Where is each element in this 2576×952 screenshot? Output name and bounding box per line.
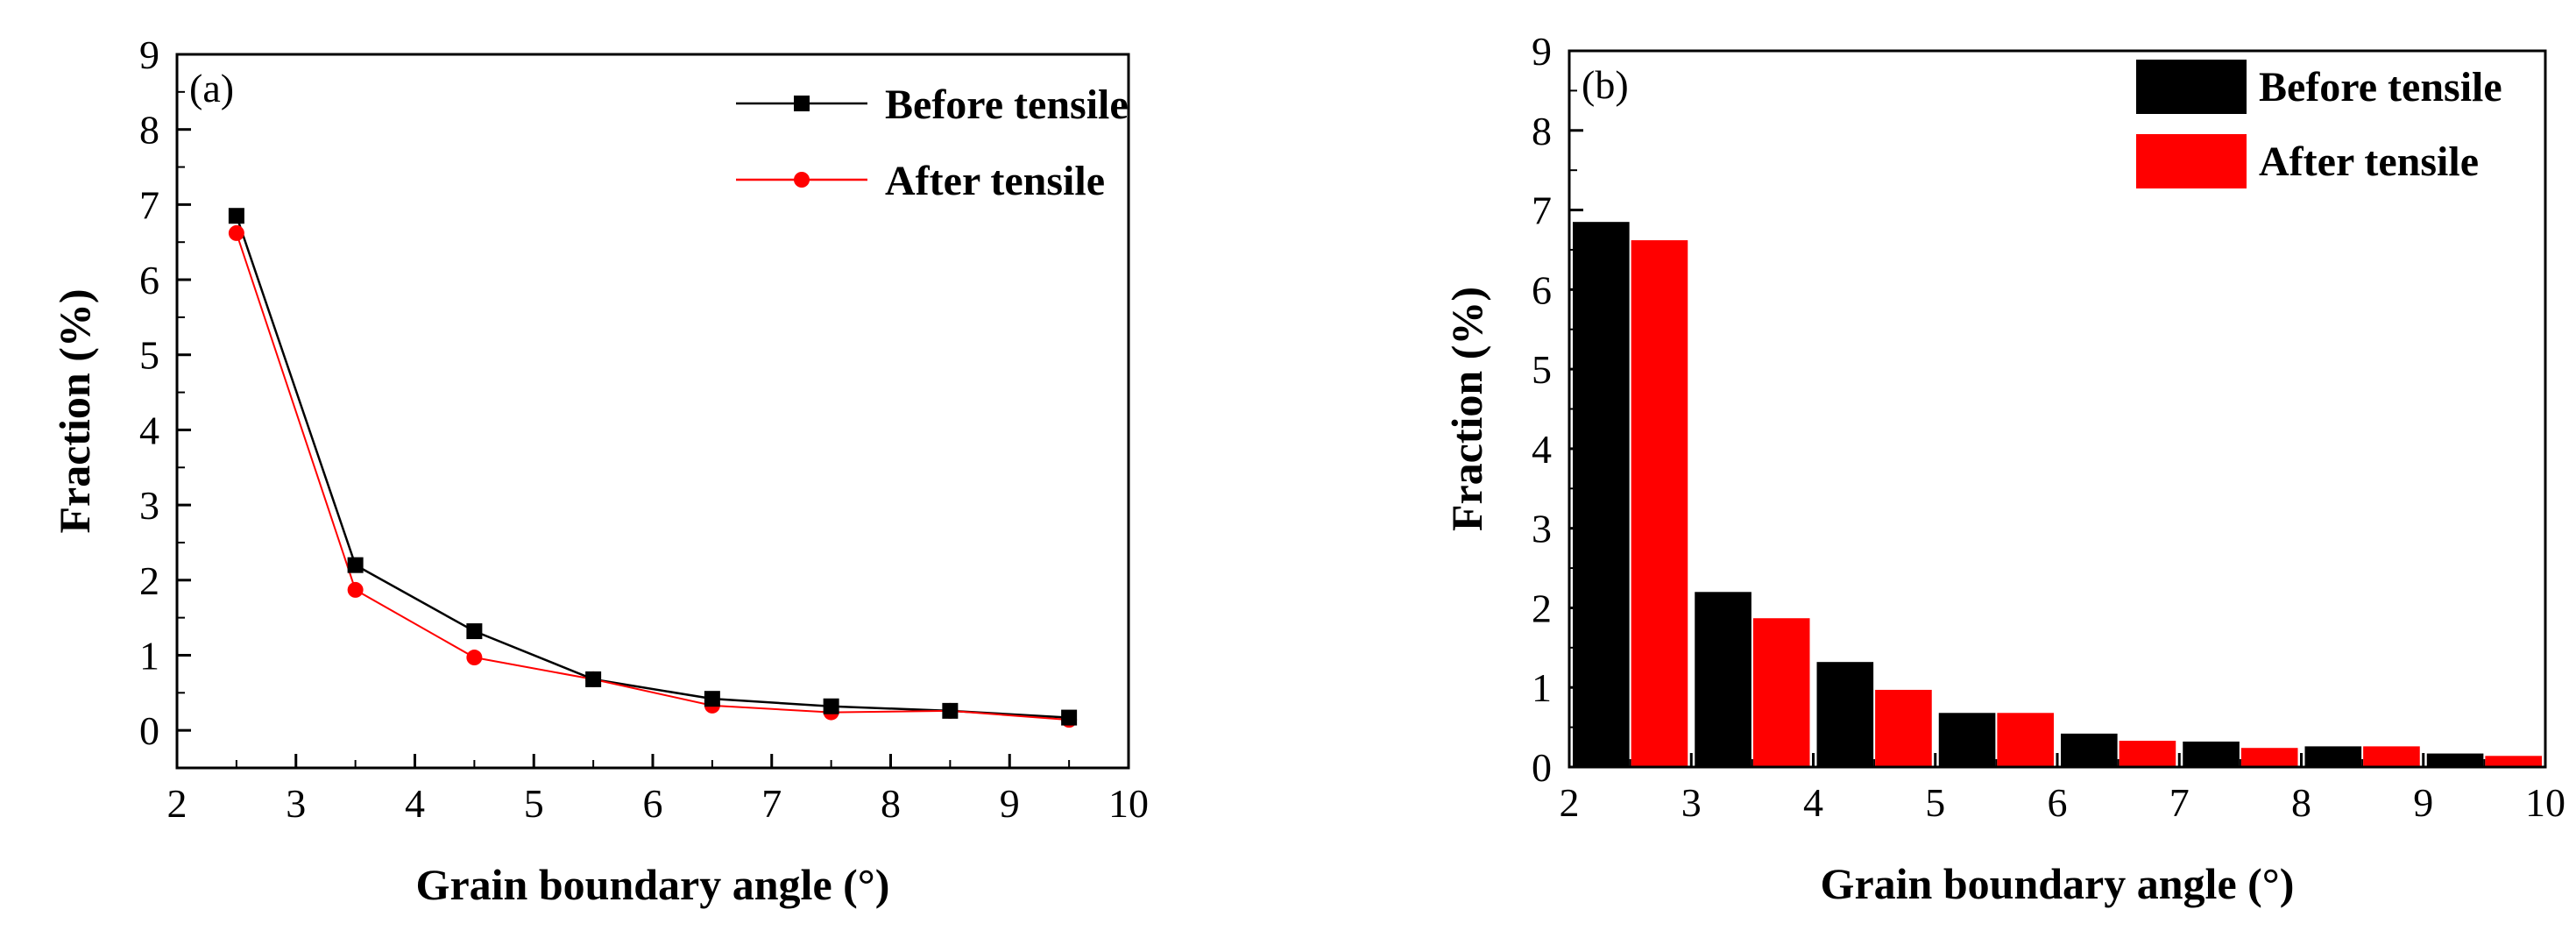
a-point-before [823,698,839,714]
chart-b-bars [1573,222,2542,767]
a-series-line-before [235,215,1070,719]
b-y-tick-label: 7 [1532,188,1552,233]
a-point-after [228,224,244,241]
a-x-tick-label: 8 [881,781,901,826]
b-bar-before [2183,741,2240,767]
a-point-before [228,208,244,224]
b-bar-after [2119,741,2176,767]
a-x-tick-label: 9 [1000,781,1020,826]
b-x-tick-label: 3 [1681,780,1702,825]
a-y-tick-label: 7 [139,182,159,227]
b-y-tick-label: 9 [1532,29,1552,74]
chart-b-panel-label: (b) [1582,62,1629,107]
chart-a-x-axis-label: Grain boundary angle (°) [416,860,890,909]
b-y-tick-label: 0 [1532,745,1552,790]
b-bar-before [1816,662,1874,767]
a-x-tick-label: 6 [643,781,663,826]
a-point-before [347,557,364,573]
b-bar-before [1573,222,1630,767]
a-legend-label: Before tensile [885,82,1129,128]
a-y-tick-label: 2 [139,558,159,603]
a-y-tick-label: 5 [139,333,159,378]
chart-a-markers [228,208,1078,728]
a-point-after [466,650,483,666]
chart-b-x-axis-label: Grain boundary angle (°) [1821,859,2295,908]
a-y-tick-label: 6 [139,258,159,302]
a-point-before [704,691,720,707]
b-y-tick-label: 2 [1532,586,1552,630]
a-y-tick-label: 4 [139,408,159,452]
a-point-before [1061,709,1078,726]
a-legend-marker-circle [794,172,810,188]
b-y-tick-label: 5 [1532,347,1552,392]
chart-a-y-axis-label: Fraction (%) [50,288,99,533]
a-legend-marker-square [794,96,810,111]
b-bar-before [2426,753,2484,767]
b-y-tick-label: 4 [1532,427,1552,472]
b-bar-before [1938,713,1996,767]
b-bar-after [2363,746,2420,767]
a-y-tick-label: 8 [139,108,159,153]
a-y-tick-label: 3 [139,483,159,528]
b-legend-label: Before tensile [2259,64,2502,110]
b-x-tick-label: 4 [1803,780,1823,825]
b-bar-before [2304,746,2362,767]
b-legend-label: After tensile [2259,139,2479,185]
chart-a: 2 3 4 5 6 7 8 9 10 0 1 2 3 4 5 6 7 8 9 (a) Grain boundary … [50,32,1149,909]
chart-b-legend: Before tensile After tensile [2136,60,2502,188]
chart-b-ticks: 2 3 4 5 6 7 8 9 10 0 1 2 3 4 5 6 7 8 9 [1532,29,2565,825]
b-y-tick-label: 1 [1532,665,1552,710]
a-legend-label: After tensile [885,158,1105,204]
a-x-tick-label: 3 [286,781,306,826]
a-x-tick-label: 2 [167,781,188,826]
a-series-line-after [235,232,1070,721]
b-x-tick-label: 7 [2169,780,2190,825]
chart-a-series-lines [235,215,1070,721]
chart-b-plot-frame [1568,49,2547,769]
b-y-tick-label: 8 [1532,109,1552,153]
chart-a-ticks: 2 3 4 5 6 7 8 9 10 0 1 2 3 4 5 6 7 8 9 [139,32,1149,826]
b-bar-before [1695,592,1752,767]
b-bar-after [1997,713,2054,767]
a-point-after [347,581,364,598]
chart-a-panel-label: (a) [189,66,234,110]
b-y-tick-label: 3 [1532,507,1552,551]
b-x-tick-label: 6 [2048,780,2068,825]
chart-a-legend: Before tensile After tensile [736,82,1129,204]
a-point-before [585,671,602,687]
a-y-tick-label: 0 [139,708,159,753]
a-x-tick-label: 5 [524,781,544,826]
b-bar-before [2061,733,2118,767]
a-x-tick-label: 4 [405,781,425,826]
b-legend-swatch [2136,60,2247,114]
b-legend-swatch [2136,134,2247,188]
chart-b: 2 3 4 5 6 7 8 9 10 0 1 2 3 4 5 6 7 8 9 (b) Grain boundary … [1442,29,2565,908]
b-bar-after [2240,748,2298,767]
b-x-tick-label: 2 [1560,780,1580,825]
a-y-tick-label: 9 [139,32,159,77]
a-point-before [466,623,483,640]
chart-a-plot-frame [175,53,1130,770]
b-x-tick-label: 8 [2291,780,2311,825]
a-x-tick-label: 10 [1108,781,1149,826]
chart-b-y-axis-label: Fraction (%) [1442,287,1491,531]
b-x-tick-label: 10 [2525,780,2565,825]
b-y-tick-label: 6 [1532,267,1552,312]
b-bar-after [1631,240,1688,767]
b-x-tick-label: 5 [1925,780,1945,825]
b-bar-after [1752,618,1810,767]
a-y-tick-label: 1 [139,633,159,678]
a-point-before [942,702,959,719]
b-bar-after [2485,756,2542,767]
b-bar-after [1875,689,1932,767]
a-x-tick-label: 7 [761,781,782,826]
b-x-tick-label: 9 [2413,780,2433,825]
